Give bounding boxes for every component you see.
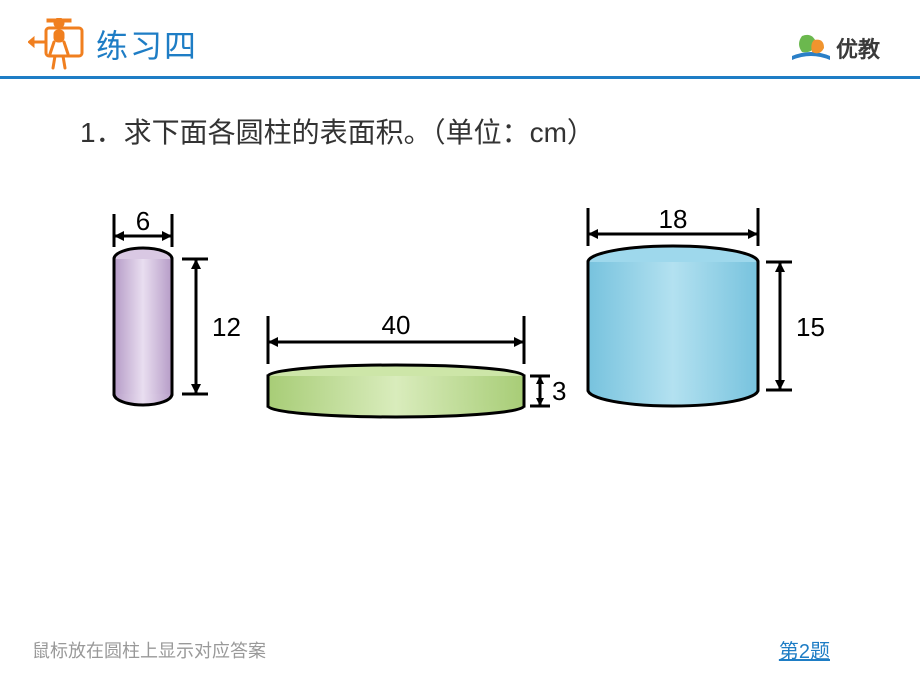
svg-text:3: 3 [552,376,566,406]
header: 练习四 优教 [0,0,920,76]
svg-text:40: 40 [382,310,411,340]
header-left: 练习四 [28,18,198,70]
teacher-icon [28,18,88,70]
brand-icon [790,30,832,66]
next-question-link[interactable]: 第2题 [779,635,830,664]
brand-name: 优教 [836,32,880,64]
diagrams-container: 6 12 [80,204,840,424]
cylinder-2[interactable]: 40 3 [250,284,570,424]
cylinder-1[interactable]: 6 12 [90,204,250,424]
svg-text:15: 15 [796,312,825,342]
question-text: 1．求下面各圆柱的表面积。（单位：cm） [80,111,840,156]
page-title: 练习四 [96,21,198,67]
svg-text:12: 12 [212,312,241,342]
hint-text: 鼠标放在圆柱上显示对应答案 [32,637,266,663]
svg-text:6: 6 [136,206,150,236]
brand: 优教 [790,30,880,66]
footer: 鼠标放在圆柱上显示对应答案 第2题 [0,635,920,664]
content: 1．求下面各圆柱的表面积。（单位：cm） 6 [0,79,920,424]
svg-text:18: 18 [659,204,688,234]
cylinder-3[interactable]: 18 15 [570,204,830,424]
